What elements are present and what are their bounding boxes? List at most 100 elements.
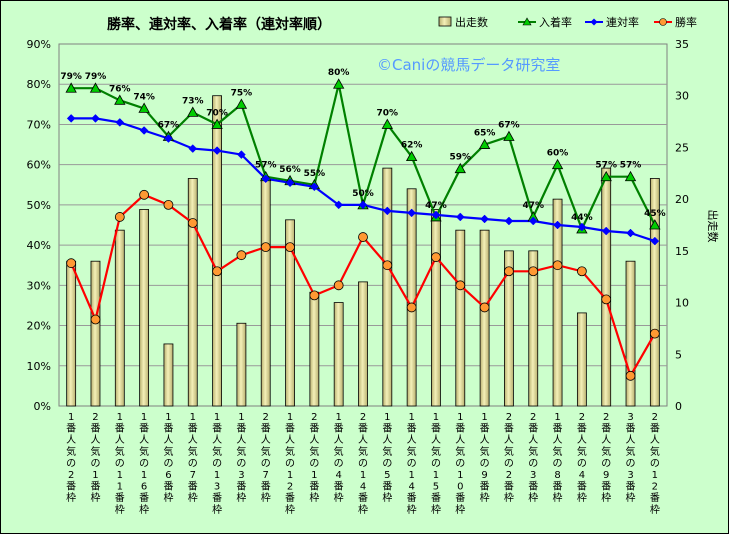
axes: 0% 10% 20% 30% 40% 50% 60% 70% 80% 90% 0 5 10 15 20 25 3… [27, 38, 689, 516]
data-label-in-place-rate: 56% [279, 165, 301, 175]
data-label-in-place-rate: 47% [522, 201, 544, 211]
marker-circle [285, 242, 295, 253]
bar-starts [260, 178, 271, 407]
marker-circle [358, 232, 368, 242]
y-right-tick-label: 15 [675, 245, 689, 258]
marker-circle [431, 252, 441, 263]
marker-triangle [65, 82, 77, 93]
marker-diamond [261, 174, 271, 184]
x-category-label: 3 番人気の 3 番枠 [626, 412, 636, 504]
marker-diamond [164, 134, 173, 143]
bar-starts [309, 291, 320, 407]
marker-diamond [626, 228, 635, 238]
marker-circle [552, 260, 563, 271]
bar-starts [163, 343, 174, 407]
x-category-label: 1 番人気の 3 番枠 [236, 412, 246, 504]
marker-circle [90, 314, 101, 325]
y-left-tick-label: 80% [27, 78, 51, 91]
y-right-tick-label: 5 [675, 348, 682, 361]
data-label-in-place-rate: 45% [644, 209, 666, 219]
marker-circle [236, 250, 247, 261]
marker-triangle [89, 82, 102, 93]
data-label-in-place-rate: 57% [620, 161, 642, 171]
marker-diamond [382, 206, 392, 216]
data-label-in-place-rate: 47% [425, 201, 447, 211]
data-label-in-place-rate: 70% [206, 108, 228, 118]
marker-diamond [334, 200, 344, 210]
bar-starts [139, 209, 150, 407]
marker-circle [528, 266, 539, 277]
legend-label: 勝率 [675, 15, 697, 29]
marker-circle [455, 280, 466, 291]
x-category-label: 1 番人気の 4 番枠 [334, 412, 344, 504]
x-category-label: 2 番人気の 9 番枠 [601, 412, 611, 504]
marker-diamond [285, 178, 295, 188]
bar-starts [455, 229, 466, 407]
marker-diamond [91, 114, 100, 123]
marker-diamond [601, 226, 611, 236]
marker-diamond [577, 222, 587, 232]
bar-starts [333, 302, 344, 407]
marker-diamond [237, 150, 246, 159]
y-left-tick-label: 50% [27, 199, 51, 212]
marker-triangle [624, 170, 637, 182]
data-label-in-place-rate: 60% [547, 149, 569, 159]
marker-triangle [235, 98, 248, 109]
bar-starts [601, 167, 612, 407]
marker-circle [625, 370, 636, 381]
marker-circle [139, 189, 150, 200]
x-category-label: 2 番人気の 7 番枠 [261, 412, 271, 504]
chart-title: 勝率、連対率、入着率（連対率順） [107, 16, 331, 33]
marker-diamond [115, 118, 125, 127]
marker-circle [212, 266, 222, 277]
marker-triangle [551, 158, 564, 170]
marker-diamond [358, 200, 368, 210]
bar-starts [528, 250, 539, 407]
data-label-in-place-rate: 62% [401, 141, 423, 151]
data-label-in-place-rate: 74% [133, 92, 155, 102]
y-left-tick-label: 20% [27, 320, 51, 333]
marker-diamond [528, 216, 538, 226]
marker-triangle [503, 130, 515, 141]
marker-triangle [405, 150, 418, 162]
marker-diamond [504, 216, 514, 226]
bar-starts [504, 250, 514, 407]
x-category-label: 1 番人気の 5 番枠 [382, 412, 392, 504]
data-label-in-place-rate: 67% [158, 121, 180, 131]
marker-diamond [480, 214, 489, 224]
data-label-in-place-rate: 59% [450, 153, 472, 163]
watermark: ©Caniの競馬データ研究室 [377, 56, 560, 74]
y-left-tick-label: 90% [27, 38, 51, 51]
bar-starts [649, 178, 660, 407]
y-left-tick-label: 0% [34, 400, 51, 413]
x-category-label: 2 番人気の 1 番枠 [309, 412, 319, 504]
legend-marker [659, 18, 667, 26]
data-label-in-place-rate: 55% [304, 169, 326, 179]
x-category-label: 1 番人気の 1 1 番枠 [115, 412, 125, 516]
data-label-in-place-rate: 75% [231, 88, 253, 98]
marker-circle [114, 212, 125, 222]
marker-circle [163, 199, 174, 210]
bar-starts [114, 229, 125, 407]
marker-triangle [211, 118, 223, 129]
marker-diamond [139, 126, 149, 135]
bar-starts [187, 178, 198, 407]
data-label-in-place-rate: 67% [498, 121, 520, 131]
bar-starts [236, 322, 247, 407]
marker-circle [260, 242, 271, 253]
marker-triangle [600, 170, 612, 182]
marker-triangle [381, 118, 393, 129]
data-label-in-place-rate: 79% [85, 72, 107, 82]
marker-circle [504, 266, 514, 277]
data-label-in-place-rate: 76% [109, 84, 131, 94]
marker-triangle [649, 219, 661, 230]
x-category-label: 2 番人気の 4 番枠 [577, 412, 587, 504]
x-category-label: 1 番人気の 1 0 番枠 [455, 412, 465, 516]
marker-triangle [478, 138, 491, 149]
legend: 出走数 入着率 連対率 勝率 [438, 15, 697, 29]
y-right-tick-label: 20 [675, 193, 689, 206]
x-category-label: 1 番人気の 1 6 番枠 [139, 412, 149, 516]
x-category-label: 1 番人気の 9 番枠 [480, 412, 490, 504]
bar-starts [66, 260, 77, 407]
